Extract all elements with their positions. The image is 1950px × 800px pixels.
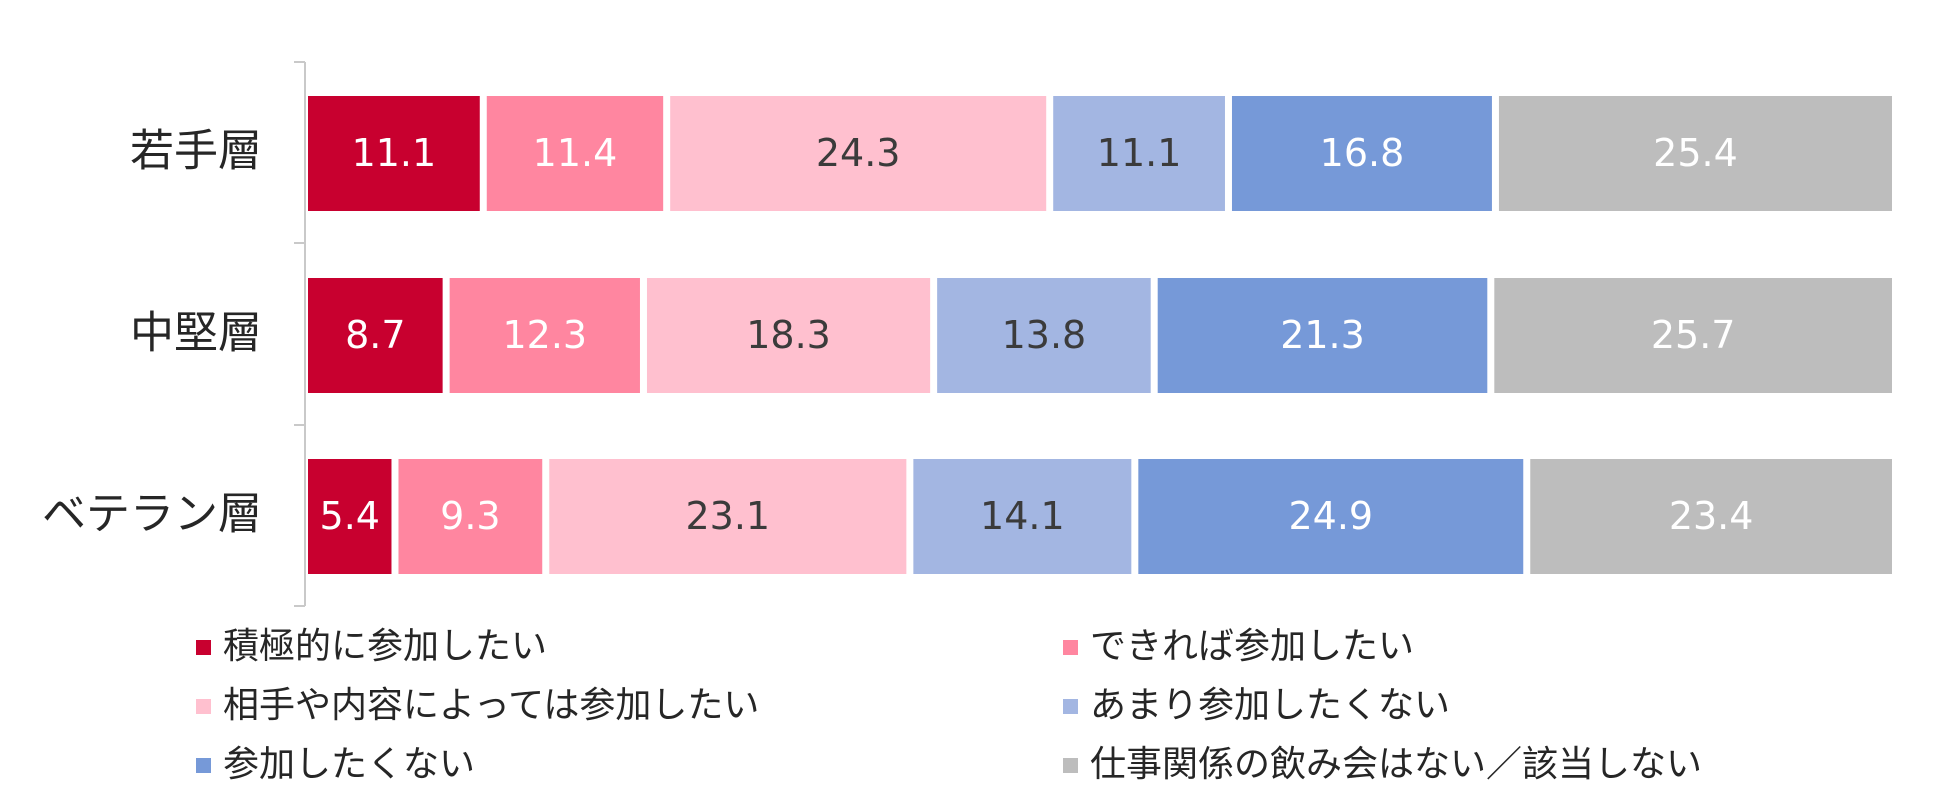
data-label: 12.3 (502, 313, 587, 357)
bar-segment (913, 459, 1132, 574)
data-label: 23.4 (1669, 494, 1754, 538)
data-label: 25.4 (1653, 131, 1738, 175)
legend-item: 参加したくない (196, 744, 475, 785)
data-label: 25.7 (1651, 313, 1736, 357)
data-label: 14.1 (980, 494, 1065, 538)
bar-segment (937, 278, 1151, 393)
legend-label: 積極的に参加したい (223, 626, 547, 667)
legend-label: 参加したくない (223, 744, 475, 785)
data-label: 9.3 (440, 494, 500, 538)
legend-swatch (1063, 699, 1078, 714)
legend-label: できれば参加したい (1090, 626, 1414, 667)
data-label: 11.1 (352, 131, 437, 175)
data-label: 24.3 (816, 131, 901, 175)
data-label: 21.3 (1280, 313, 1365, 357)
legend-item: 積極的に参加したい (196, 626, 547, 667)
legend-swatch (1063, 758, 1078, 773)
legend-label: あまり参加したくない (1090, 685, 1450, 726)
data-label: 11.4 (533, 131, 618, 175)
legend-item: あまり参加したくない (1063, 685, 1450, 726)
bar-segment (308, 459, 392, 574)
bar-segment (1053, 96, 1225, 211)
data-label: 23.1 (685, 494, 770, 538)
data-label: 5.4 (320, 494, 380, 538)
legend-item: 相手や内容によっては参加したい (196, 685, 759, 726)
bar-segment (670, 96, 1047, 211)
data-label: 13.8 (1002, 313, 1087, 357)
bar-segment (308, 278, 443, 393)
category-label: ベテラン層 (42, 489, 262, 540)
legend-swatch (1063, 640, 1078, 655)
bar-segment (1231, 96, 1492, 211)
data-label: 24.9 (1288, 494, 1373, 538)
legend-item: 仕事関係の飲み会はない／該当しない (1063, 744, 1702, 785)
bar-segment (646, 278, 931, 393)
legend-swatch (196, 640, 211, 655)
data-label: 16.8 (1320, 131, 1405, 175)
bar-segment (449, 278, 640, 393)
category-label: 中堅層 (130, 308, 262, 359)
data-label: 18.3 (746, 313, 831, 357)
category-label: 若手層 (130, 126, 262, 177)
bar-segment (308, 96, 480, 211)
data-label: 11.1 (1097, 131, 1182, 175)
bar-segment (398, 459, 543, 574)
bar-segment (1138, 459, 1524, 574)
legend-swatch (196, 699, 211, 714)
bars: 11.1 11.4 24.3 11.1 16.8 25.4 8.7 12.3 18.3 13.8 2… (308, 96, 1892, 574)
bar-segment (486, 96, 664, 211)
bar-segment (1498, 96, 1892, 211)
bar-segment (549, 459, 907, 574)
legend-swatch (196, 758, 211, 773)
bar-segment (1494, 278, 1892, 393)
bar-segment (1157, 278, 1488, 393)
bar-segment (1530, 459, 1892, 574)
legend-item: できれば参加したい (1063, 626, 1414, 667)
legend-label: 相手や内容によっては参加したい (223, 685, 759, 726)
data-label: 8.7 (345, 313, 405, 357)
legend-label: 仕事関係の飲み会はない／該当しない (1090, 744, 1702, 785)
